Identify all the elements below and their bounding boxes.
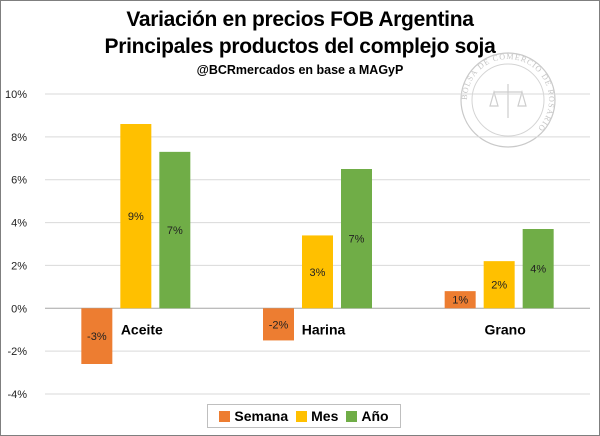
seal-outer-ring	[460, 52, 556, 148]
legend-item-semana: Semana	[219, 408, 288, 424]
y-tick-label: 10%	[5, 89, 27, 101]
data-label: 7%	[349, 234, 365, 246]
legend-label-semana: Semana	[234, 408, 289, 424]
legend-item-ano: Año	[346, 408, 389, 424]
y-tick-label: 4%	[11, 218, 27, 230]
legend-label-ano: Año	[361, 408, 389, 424]
category-label-harina: Harina	[302, 321, 346, 337]
chart-subtitle: @BCRmercados en base a MAGyP	[196, 63, 404, 77]
legend-swatch-mes	[296, 410, 308, 422]
bar-año-aceite	[159, 151, 191, 309]
legend: Semana Mes Año	[207, 404, 401, 428]
bar-semana-harina	[263, 308, 294, 341]
data-label: -3%	[87, 331, 107, 343]
chart-title-line-1: Variación en precios FOB Argentina	[126, 8, 474, 31]
bars: -3% 9% 7% -2% 3% 7% 1% 2% 4%	[81, 124, 554, 364]
bar-año-harina	[341, 169, 372, 309]
y-tick-label: -4%	[7, 389, 27, 401]
bar-mes-grano	[483, 261, 515, 309]
data-label: 9%	[128, 211, 144, 223]
data-label: 3%	[310, 267, 326, 279]
y-tick-label: 6%	[11, 175, 27, 187]
seal-scale-emblem	[489, 84, 527, 118]
legend-item-mes: Mes	[296, 408, 338, 424]
bar-semana-grano	[444, 291, 476, 309]
bar-mes-harina	[302, 235, 333, 309]
y-axis: -4% -2% 0% 2% 4% 6% 8% 10%	[5, 89, 27, 401]
legend-label-mes: Mes	[311, 408, 339, 424]
y-tick-label: -2%	[7, 346, 27, 358]
seal-inner-ring	[471, 63, 545, 137]
legend-swatch-ano	[346, 410, 358, 422]
data-label: -2%	[269, 319, 289, 331]
legend-swatch-semana	[219, 410, 231, 422]
y-tick-label: 8%	[11, 132, 27, 144]
data-label: 1%	[452, 295, 468, 307]
bar-semana-aceite	[81, 308, 113, 364]
bar-mes-aceite	[120, 124, 152, 309]
chart-title-block: Variación en precios FOB Argentina Princ…	[0, 6, 600, 77]
category-label-grano: Grano	[485, 321, 526, 337]
y-tick-label: 2%	[11, 260, 27, 272]
data-label: 4%	[530, 264, 546, 276]
bcr-seal-watermark: BOLSA DE COMERCIO DE ROSARIO	[460, 52, 556, 148]
data-label: 7%	[167, 225, 183, 237]
y-tick-label: 0%	[11, 303, 27, 315]
data-label: 2%	[491, 280, 507, 292]
category-label-aceite: Aceite	[121, 321, 163, 337]
bar-año-grano	[522, 229, 554, 309]
category-labels: Aceite Harina Grano	[121, 321, 526, 337]
chart-title-line-2: Principales productos del complejo soja	[104, 35, 496, 58]
